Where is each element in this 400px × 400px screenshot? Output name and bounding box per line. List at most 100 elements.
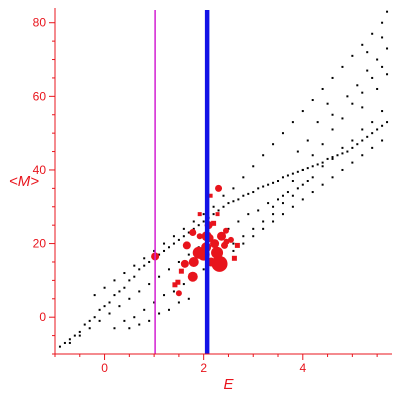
highlighted-point <box>189 229 197 237</box>
data-point <box>272 181 275 184</box>
data-point <box>386 10 389 13</box>
data-point <box>167 308 170 311</box>
highlighted-point <box>175 279 181 285</box>
data-point <box>361 91 364 94</box>
data-point <box>158 275 161 278</box>
data-point <box>182 235 185 238</box>
data-point <box>163 249 166 252</box>
data-point <box>351 102 354 105</box>
data-point <box>177 238 180 241</box>
data-point <box>376 58 379 61</box>
data-point <box>356 84 359 87</box>
data-point <box>311 99 314 102</box>
data-point <box>242 235 245 238</box>
data-point <box>108 312 111 315</box>
highlighted-point <box>182 241 191 250</box>
data-point <box>291 121 294 124</box>
data-point <box>386 47 389 50</box>
data-point <box>133 264 136 267</box>
data-point <box>123 319 126 322</box>
data-point <box>93 316 96 319</box>
data-point <box>247 213 250 216</box>
data-point <box>148 260 151 263</box>
data-point <box>366 51 369 54</box>
highlighted-point <box>178 268 184 274</box>
data-point <box>331 156 334 159</box>
data-point <box>291 194 294 197</box>
y-axis-title: <M> <box>9 173 39 190</box>
data-point <box>187 297 190 300</box>
vertical-lines <box>154 10 210 354</box>
data-point <box>172 235 175 238</box>
data-point <box>296 150 299 153</box>
x-tick-label: 4 <box>299 361 306 375</box>
data-point <box>371 76 374 79</box>
data-point <box>326 102 329 105</box>
y-tick-label: 20 <box>33 237 47 251</box>
data-point <box>376 128 379 131</box>
data-point <box>381 124 384 127</box>
data-point <box>138 268 141 271</box>
y-tick-label: 60 <box>33 89 47 103</box>
highlighted-point <box>180 259 189 268</box>
data-point <box>118 305 121 308</box>
data-point <box>242 194 245 197</box>
data-point <box>247 192 250 195</box>
data-point <box>262 227 265 230</box>
data-point <box>346 150 349 153</box>
data-point <box>281 176 284 179</box>
highlighted-point <box>188 256 199 267</box>
data-point <box>177 260 180 263</box>
data-point <box>113 279 116 282</box>
data-point <box>202 268 205 271</box>
highlighted-point <box>223 238 230 245</box>
data-point <box>222 205 225 208</box>
data-point <box>163 294 166 297</box>
data-point <box>321 183 324 186</box>
data-point <box>148 283 151 286</box>
highlighted-point <box>197 212 202 217</box>
data-point <box>192 220 195 223</box>
highlighted-point <box>211 255 228 272</box>
data-point <box>316 121 319 124</box>
highlighted-point <box>215 212 220 217</box>
data-point <box>262 185 265 188</box>
data-point <box>386 121 389 124</box>
data-point <box>128 297 131 300</box>
data-point <box>257 187 260 190</box>
highlighted-point <box>231 255 237 261</box>
data-point <box>341 152 344 155</box>
data-point <box>286 191 289 194</box>
data-point <box>306 139 309 142</box>
data-point <box>301 183 304 186</box>
data-point <box>326 157 329 160</box>
data-point <box>381 139 384 142</box>
data-point <box>301 110 304 113</box>
data-point <box>192 227 195 230</box>
y-tick-label: 0 <box>39 310 46 324</box>
data-point <box>158 253 161 256</box>
data-point <box>167 268 170 271</box>
data-point <box>381 110 384 113</box>
data-point <box>272 213 275 216</box>
data-point <box>381 21 384 24</box>
data-point <box>351 139 354 142</box>
highlighted-point <box>208 193 213 198</box>
data-point <box>296 187 299 190</box>
data-point <box>212 213 215 216</box>
data-point <box>371 132 374 135</box>
data-point <box>222 194 225 197</box>
data-point <box>252 227 255 230</box>
data-point <box>113 294 116 297</box>
data-point <box>341 117 344 120</box>
data-point <box>311 176 314 179</box>
data-point <box>371 146 374 149</box>
data-point <box>376 87 379 90</box>
data-point <box>257 209 260 212</box>
data-point <box>331 128 334 131</box>
data-point <box>88 319 91 322</box>
x-tick-label: 2 <box>200 361 207 375</box>
data-point <box>311 165 314 168</box>
